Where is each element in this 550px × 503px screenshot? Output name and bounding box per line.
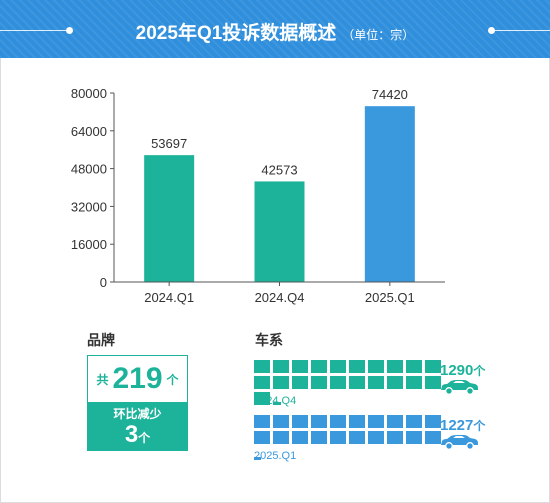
- series-section-title: 车系: [255, 332, 283, 348]
- bar-chart: 0 16000 32000 48000 64000 80000 53697 42573 744…: [71, 86, 445, 305]
- series-unit-square: [292, 360, 308, 373]
- brand-total: 共 219 个: [88, 356, 187, 402]
- brand-unit: 个: [166, 372, 179, 387]
- series-unit-square: [330, 431, 346, 444]
- bars-group: 53697 42573 74420: [144, 87, 415, 283]
- x-tick-label: 2024.Q4: [255, 290, 305, 305]
- header-dot-right: [488, 27, 495, 34]
- brand-change-unit: 个: [138, 431, 151, 445]
- series-unit-square: [311, 415, 327, 428]
- series-count-unit: 个: [473, 364, 486, 378]
- bar-value-label: 74420: [372, 87, 408, 102]
- brand-count-card: 共 219 个 环比减少 3个: [87, 355, 188, 451]
- series-unit-square: [368, 415, 384, 428]
- y-tick-label: 0: [100, 275, 107, 290]
- series-unit-square: [330, 360, 346, 373]
- series-unit-square: [349, 360, 365, 373]
- series-unit-square: [387, 431, 403, 444]
- series-unit-square: [311, 376, 327, 389]
- series-unit-square: [349, 415, 365, 428]
- series-unit-square: [273, 360, 289, 373]
- bar-value-label: 42573: [261, 162, 297, 177]
- page-title: 2025年Q1投诉数据概述 （单位：宗）: [0, 18, 550, 45]
- series-unit-square: [406, 376, 422, 389]
- brand-change-value: 3: [124, 421, 139, 448]
- series-unit-square: [387, 376, 403, 389]
- brand-prefix: 共: [96, 372, 109, 387]
- bar: [254, 181, 305, 282]
- series-unit-square: [311, 431, 327, 444]
- car-icon: [438, 378, 480, 401]
- series-unit-square: [425, 431, 441, 444]
- header-line-right: [492, 30, 550, 31]
- series-partial-square: [254, 457, 261, 460]
- series-count-value: 1227: [440, 417, 474, 434]
- series-partial-square: [273, 402, 281, 405]
- series-unit-square: [425, 415, 441, 428]
- brand-count: 219: [112, 362, 163, 395]
- series-unit-square: [387, 360, 403, 373]
- bar-value-label: 53697: [151, 136, 187, 151]
- series-unit-square: [254, 415, 270, 428]
- series-unit-square: [406, 415, 422, 428]
- brand-section-title: 品牌: [87, 332, 115, 348]
- series-unit-square: [254, 376, 270, 389]
- series-unit-square: [330, 415, 346, 428]
- series-unit-square: [387, 415, 403, 428]
- series-unit-square: [292, 415, 308, 428]
- series-unit-square: [311, 360, 327, 373]
- series-unit-square: [368, 376, 384, 389]
- series-period-label: 2024.Q4: [254, 395, 297, 407]
- series-unit-square: [349, 376, 365, 389]
- series-count-unit: 个: [473, 419, 486, 433]
- series-unit-square: [406, 431, 422, 444]
- series-period-label: 2025.Q1: [254, 450, 297, 462]
- series-unit-square: [406, 360, 422, 373]
- x-tick-label: 2024.Q1: [144, 290, 194, 305]
- series-unit-square: [425, 360, 441, 373]
- series-count: 1290个: [440, 362, 485, 379]
- y-axis: 0 16000 32000 48000 64000 80000: [71, 86, 115, 290]
- series-unit-square: [273, 415, 289, 428]
- series-unit-square: [254, 392, 270, 405]
- series-unit-square: [254, 431, 270, 444]
- bar: [144, 155, 195, 282]
- series-unit-square: [368, 360, 384, 373]
- x-tick-label: 2025.Q1: [365, 290, 415, 305]
- brand-change: 环比减少 3个: [88, 402, 187, 450]
- header-banner: 2025年Q1投诉数据概述 （单位：宗）: [0, 0, 550, 58]
- y-tick-label: 64000: [71, 124, 107, 139]
- y-tick-label: 32000: [71, 199, 107, 214]
- series-unit-square: [425, 376, 441, 389]
- header-line-left: [0, 30, 70, 31]
- series-unit-square: [330, 376, 346, 389]
- y-tick-label: 80000: [71, 86, 107, 101]
- title-text: 2025年Q1投诉数据概述: [135, 23, 337, 44]
- y-tick-label: 48000: [71, 162, 107, 177]
- x-axis: 2024.Q1 2024.Q4 2025.Q1: [114, 281, 445, 305]
- brand-change-label: 环比减少: [113, 407, 162, 421]
- series-unit-square: [292, 376, 308, 389]
- title-unit: （单位：宗）: [342, 28, 415, 42]
- header-dot-left: [66, 27, 73, 34]
- series-unit-square: [273, 431, 289, 444]
- series-count: 1227个: [440, 417, 485, 434]
- brand-change-value-wrap: 3个: [88, 422, 187, 451]
- series-unit-square: [349, 431, 365, 444]
- car-icon: [438, 433, 480, 456]
- y-tick-label: 16000: [71, 237, 107, 252]
- series-unit-square: [254, 360, 270, 373]
- series-count-value: 1290: [440, 362, 474, 379]
- bar: [364, 106, 415, 283]
- series-unit-square: [368, 431, 384, 444]
- series-unit-square: [292, 431, 308, 444]
- series-unit-square: [273, 376, 289, 389]
